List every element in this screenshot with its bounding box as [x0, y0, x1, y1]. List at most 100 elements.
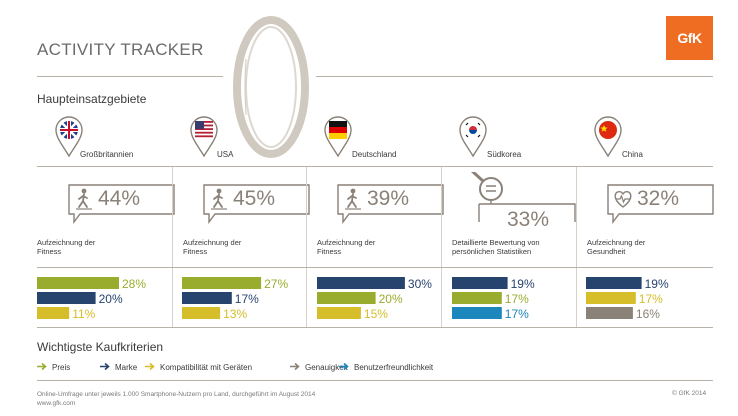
legend-label: Genauigkeit — [305, 363, 348, 372]
legend-item: Kompatibilität mit Geräten — [145, 362, 252, 372]
country-name: Großbritannien — [80, 150, 134, 159]
description-line: Fitness — [37, 247, 62, 256]
bar-großbritannien-marke — [37, 292, 96, 304]
bar-value-label: 17% — [505, 292, 529, 306]
description-line: Aufzeichnung der — [317, 238, 376, 247]
china-flag-icon-pin — [593, 116, 623, 163]
row-divider-top — [37, 166, 713, 167]
bar-value-label: 11% — [72, 307, 95, 321]
copyright: © GfK 2014 — [672, 390, 707, 397]
row-divider-middle — [37, 267, 713, 268]
uk-flag-icon — [55, 116, 83, 158]
bar-großbritannien-kompatibilität-mit-geräten — [37, 307, 70, 319]
bar-value-label: 30% — [408, 277, 432, 291]
legend-label: Marke — [115, 363, 138, 372]
country-name: China — [622, 150, 643, 159]
country-name: Südkorea — [487, 150, 522, 159]
walking-person-icon — [345, 188, 361, 210]
bar-value-label: 17% — [235, 292, 259, 306]
south-korea-flag-icon — [459, 116, 487, 158]
country-name: Deutschland — [352, 150, 397, 159]
country-name: USA — [217, 150, 234, 159]
description-line: Detaillierte Bewertung von — [452, 238, 540, 247]
bar-südkorea-benutzerfreundlichkeit — [452, 307, 502, 319]
speech-bubble-frame — [607, 184, 714, 224]
bar-value-label: 28% — [122, 277, 146, 291]
section-title-criteria: Wichtigste Kaufkriterien — [37, 340, 164, 354]
bar-südkorea-marke — [452, 277, 508, 289]
legend-item: Genauigkeit — [290, 362, 348, 372]
footer-divider — [37, 380, 713, 381]
column-separator — [441, 166, 442, 327]
activity-band-illustration — [233, 16, 309, 158]
speech-bubble-frame — [203, 184, 310, 224]
walking-person-icon — [76, 188, 92, 210]
section-title-usage: Haupteinsatzgebiete — [37, 92, 147, 106]
china-flag-icon — [594, 116, 622, 158]
bar-südkorea-preis — [452, 292, 502, 304]
description-line: Aufzeichnung der — [587, 238, 646, 247]
bar-value-label: 15% — [364, 307, 388, 321]
speech-bubble-frame — [68, 184, 175, 224]
page-title: ACTIVITY TRACKER — [37, 40, 204, 59]
usage-description: Aufzeichnung der Fitness — [183, 238, 308, 256]
us-flag-icon — [190, 116, 218, 158]
usage-description: Aufzeichnung der Gesundheit — [587, 238, 712, 256]
bar-value-label: 20% — [99, 292, 123, 306]
legend-label: Preis — [52, 363, 71, 372]
legend-item: Benutzerfreundlichkeit — [339, 362, 433, 372]
legend-label: Benutzerfreundlichkeit — [354, 363, 434, 372]
bar-value-label: 27% — [264, 277, 288, 291]
walking-person-icon — [211, 188, 227, 210]
column-separator — [576, 166, 577, 327]
row-divider-bottom — [37, 327, 713, 328]
bar-deutschland-kompatibilität-mit-geräten — [317, 307, 361, 319]
legend-label: Kompatibilität mit Geräten — [160, 363, 253, 372]
bar-deutschland-preis — [317, 292, 376, 304]
gfk-logo: GfK — [666, 16, 713, 60]
arrow-right-icon — [100, 362, 110, 371]
usage-percentage: 32% — [637, 187, 680, 210]
bar-deutschland-marke — [317, 277, 405, 289]
south-korea-flag-icon-pin — [458, 116, 488, 163]
germany-flag-icon — [324, 116, 352, 158]
usage-percentage: 33% — [507, 208, 550, 231]
bar-china-marke — [586, 277, 642, 289]
bar-china-genauigkeit — [586, 307, 633, 319]
arrow-right-icon — [290, 362, 300, 371]
bar-value-label: 19% — [511, 277, 535, 291]
germany-flag-icon-pin — [323, 116, 353, 163]
arrow-right-icon — [37, 362, 47, 371]
description-line: persönlichen Statistiken — [452, 247, 532, 256]
title-divider-right — [316, 76, 713, 77]
legend-item: Preis — [37, 362, 70, 372]
bar-value-label: 17% — [639, 292, 663, 306]
legend-item: Marke — [100, 362, 137, 372]
column-separator — [306, 166, 307, 327]
bar-value-label: 16% — [636, 307, 660, 321]
magnifier-icon — [470, 172, 576, 222]
heart-pulse-icon — [614, 191, 632, 208]
footnote: Online-Umfrage unter jeweils 1.000 Smart… — [37, 390, 315, 408]
footnote-line-survey: Online-Umfrage unter jeweils 1.000 Smart… — [37, 391, 316, 398]
speech-bubble-frame — [337, 184, 444, 224]
title-divider — [37, 76, 223, 77]
bar-value-label: 19% — [645, 277, 669, 291]
bar-value-label: 13% — [223, 307, 247, 321]
description-line: Aufzeichnung der — [37, 238, 96, 247]
description-line: Gesundheit — [587, 247, 626, 256]
usage-percentage: 44% — [98, 187, 141, 210]
column-separator — [172, 166, 173, 327]
usage-description: Aufzeichnung der Fitness — [37, 238, 162, 256]
bar-usa-preis — [182, 277, 262, 289]
uk-flag-icon-pin — [54, 116, 84, 163]
description-line: Fitness — [183, 247, 208, 256]
usage-description: Detaillierte Bewertung von persönlichen S… — [452, 238, 577, 256]
bar-value-label: 17% — [505, 307, 529, 321]
description-line: Aufzeichnung der — [183, 238, 242, 247]
usage-percentage: 45% — [233, 187, 276, 210]
bar-usa-marke — [182, 292, 232, 304]
usage-description: Aufzeichnung der Fitness — [317, 238, 442, 256]
bar-value-label: 20% — [379, 292, 403, 306]
description-line: Fitness — [317, 247, 342, 256]
